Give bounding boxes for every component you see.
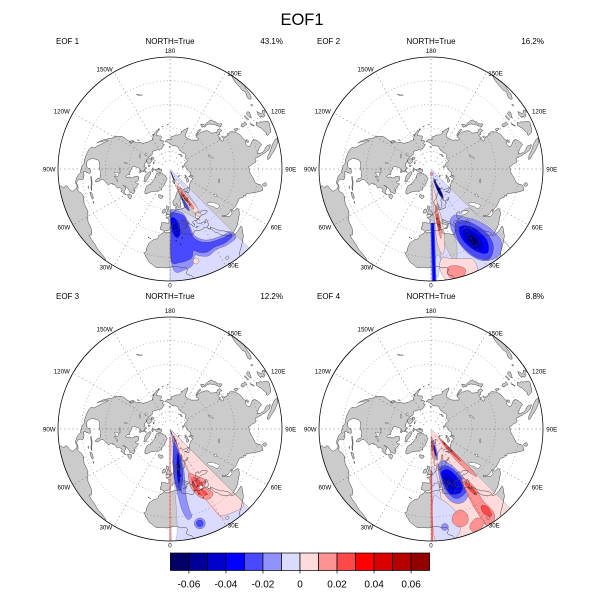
svg-text:120W: 120W [315,108,331,115]
svg-text:NORTH=True: NORTH=True [406,37,456,46]
svg-text:180: 180 [165,308,176,315]
svg-text:60E: 60E [532,225,543,232]
svg-text:180: 180 [426,308,437,315]
svg-text:0: 0 [168,283,172,290]
svg-text:30W: 30W [99,525,112,532]
svg-text:16.2%: 16.2% [521,37,544,46]
svg-text:EOF1: EOF1 [280,11,323,29]
svg-text:60E: 60E [532,485,543,492]
svg-text:90E: 90E [546,427,557,434]
svg-text:0.06: 0.06 [401,580,421,591]
svg-text:-0.04: -0.04 [215,580,238,591]
svg-text:90E: 90E [285,167,296,174]
svg-text:90W: 90W [304,427,317,434]
svg-text:120E: 120E [271,368,285,375]
svg-text:NORTH=True: NORTH=True [406,292,456,301]
svg-text:60W: 60W [318,225,331,232]
svg-text:60W: 60W [318,485,331,492]
svg-text:150E: 150E [488,331,502,338]
svg-text:60W: 60W [57,485,70,492]
svg-text:60W: 60W [57,225,70,232]
svg-text:90E: 90E [546,167,557,174]
svg-text:NORTH=True: NORTH=True [145,37,195,46]
svg-text:0.02: 0.02 [327,580,347,591]
svg-text:120W: 120W [315,368,331,375]
svg-text:60E: 60E [271,485,282,492]
svg-text:EOF 4: EOF 4 [317,292,341,301]
svg-text:8.8%: 8.8% [526,292,544,301]
svg-text:0: 0 [429,283,433,290]
svg-text:43.1%: 43.1% [260,37,283,46]
svg-text:180: 180 [426,48,437,55]
svg-text:30E: 30E [489,262,500,269]
svg-text:120E: 120E [532,368,546,375]
svg-text:150E: 150E [488,71,502,78]
svg-text:-0.06: -0.06 [178,580,201,591]
svg-text:90E: 90E [285,427,296,434]
svg-text:0: 0 [297,580,303,591]
svg-text:0.04: 0.04 [364,580,384,591]
svg-text:150W: 150W [358,66,374,73]
svg-text:60E: 60E [271,225,282,232]
svg-text:120E: 120E [532,108,546,115]
svg-text:30E: 30E [228,522,239,529]
svg-text:120W: 120W [54,368,70,375]
svg-text:EOF 2: EOF 2 [317,37,341,46]
svg-text:0: 0 [168,543,172,550]
svg-text:-0.02: -0.02 [252,580,275,591]
svg-text:90W: 90W [43,167,56,174]
svg-text:12.2%: 12.2% [260,292,283,301]
svg-text:90W: 90W [304,167,317,174]
svg-text:30E: 30E [489,522,500,529]
svg-text:EOF 3: EOF 3 [56,292,80,301]
svg-text:150W: 150W [97,66,113,73]
svg-text:EOF 1: EOF 1 [56,37,80,46]
svg-text:150W: 150W [358,326,374,333]
svg-text:30W: 30W [360,265,373,272]
svg-text:120E: 120E [271,108,285,115]
svg-text:150E: 150E [227,71,241,78]
svg-text:150W: 150W [97,326,113,333]
svg-text:0: 0 [429,543,433,550]
svg-text:120W: 120W [54,108,70,115]
svg-text:30W: 30W [99,265,112,272]
svg-text:180: 180 [165,48,176,55]
svg-text:30W: 30W [360,525,373,532]
svg-text:NORTH=True: NORTH=True [145,292,195,301]
svg-text:30E: 30E [228,262,239,269]
svg-text:150E: 150E [227,331,241,338]
svg-text:90W: 90W [43,427,56,434]
